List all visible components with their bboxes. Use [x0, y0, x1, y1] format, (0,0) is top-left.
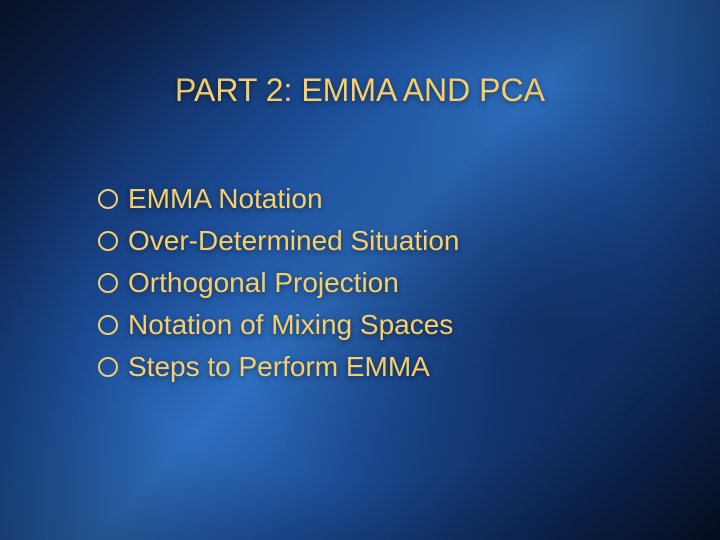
bullet-item: EMMA Notation — [98, 178, 459, 220]
bullet-item: Steps to Perform EMMA — [98, 346, 459, 388]
bullet-marker-icon — [98, 231, 118, 251]
bullet-label: Notation of Mixing Spaces — [128, 309, 453, 341]
bullet-marker-icon — [98, 273, 118, 293]
bullet-item: Notation of Mixing Spaces — [98, 304, 459, 346]
bullet-label: Orthogonal Projection — [128, 267, 399, 299]
bullet-marker-icon — [98, 357, 118, 377]
slide: PART 2: EMMA AND PCA EMMA Notation Over-D… — [0, 0, 720, 540]
bullet-label: Over-Determined Situation — [128, 225, 459, 257]
bullet-item: Over-Determined Situation — [98, 220, 459, 262]
bullet-label: EMMA Notation — [128, 183, 323, 215]
bullet-item: Orthogonal Projection — [98, 262, 459, 304]
bullet-marker-icon — [98, 189, 118, 209]
bullet-list: EMMA Notation Over-Determined Situation Or… — [98, 178, 459, 388]
bullet-marker-icon — [98, 315, 118, 335]
slide-title: PART 2: EMMA AND PCA — [0, 72, 720, 109]
bullet-label: Steps to Perform EMMA — [128, 351, 430, 383]
